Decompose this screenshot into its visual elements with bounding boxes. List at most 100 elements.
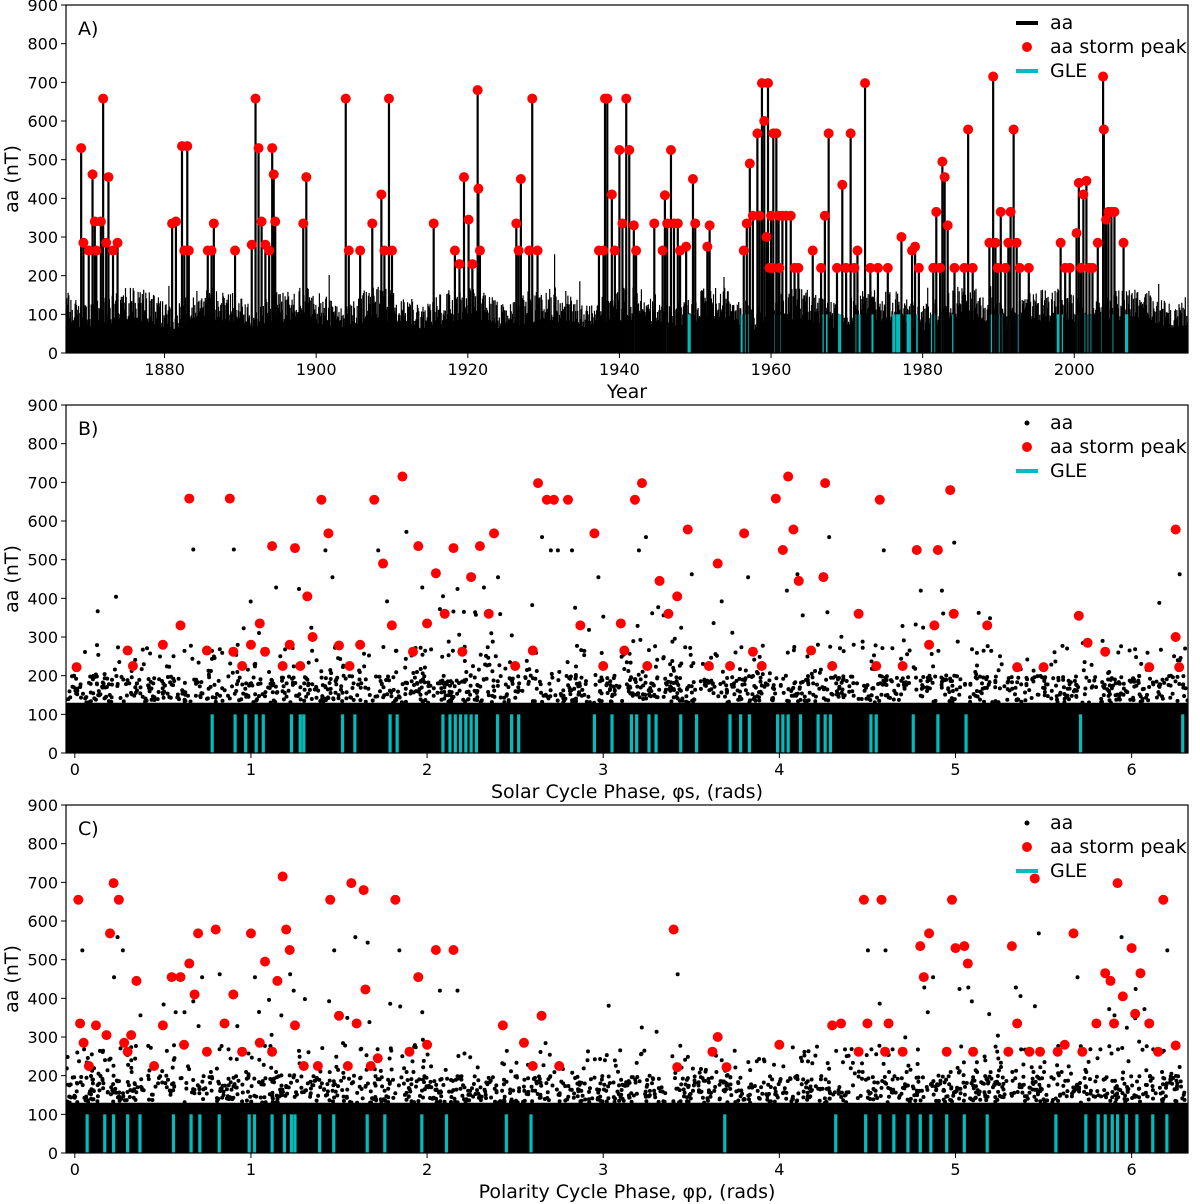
storm-peak-point [513, 245, 524, 256]
storm-peak-point [913, 262, 924, 273]
storm-peak-point [307, 632, 318, 642]
aa-point [827, 535, 832, 540]
storm-peak-point [672, 218, 683, 229]
aa-point [975, 1069, 980, 1074]
storm-peak-point [915, 941, 926, 952]
aa-point [244, 1069, 249, 1074]
storm-peak-point [126, 1030, 137, 1041]
aa-point [931, 664, 936, 669]
aa-point [446, 639, 451, 644]
storm-peak-point [76, 143, 87, 154]
storm-peak-point [774, 262, 785, 273]
aa-point [244, 681, 249, 686]
storm-peak-point [823, 128, 834, 139]
x-tick-label: 0 [70, 1160, 80, 1179]
storm-peak-point [672, 1062, 683, 1073]
storm-peak-point [334, 640, 345, 651]
storm-peak-point [771, 128, 782, 139]
storm-peak-point [793, 575, 804, 586]
storm-peak-point [1109, 206, 1120, 217]
storm-peak-point [967, 262, 978, 273]
aa-point [939, 588, 944, 593]
storm-peak-point [83, 1061, 94, 1071]
storm-peak-point [849, 262, 860, 273]
aa-point [314, 658, 319, 663]
aa-point [319, 1081, 324, 1086]
storm-peak-point [201, 645, 212, 656]
y-tick-label: 600 [27, 912, 58, 931]
aa-point [883, 948, 888, 953]
storm-peak-point [193, 928, 204, 939]
storm-peak-point [87, 169, 98, 180]
y-tick-label: 500 [27, 151, 58, 170]
storm-peak-point [793, 262, 804, 273]
storm-peak-point [942, 220, 953, 231]
aa-point [291, 988, 296, 993]
storm-peak-point [379, 245, 390, 256]
aa-point [341, 1041, 346, 1046]
aa-point [379, 1075, 384, 1080]
storm-peak-point [1076, 262, 1087, 273]
aa-point [843, 1047, 848, 1052]
aa-point [288, 972, 293, 977]
aa-point [367, 1020, 372, 1025]
aa-point [728, 1082, 733, 1087]
storm-peak-point [1100, 968, 1111, 979]
plot-area [66, 71, 1188, 353]
x-axis-label: Solar Cycle Phase, φs, (rads) [491, 781, 763, 803]
storm-peak-point [103, 172, 114, 183]
storm-peak-point [615, 618, 626, 629]
aa-point [473, 610, 478, 615]
storm-peak-point [897, 1046, 908, 1057]
storm-peak-point [1077, 1046, 1088, 1057]
aa-point [1160, 1069, 1165, 1074]
storm-peak-point [1023, 262, 1034, 273]
storm-peak-point [474, 541, 485, 552]
storm-peak-point [413, 972, 424, 983]
storm-peak-point [360, 984, 371, 995]
storm-peak-point [182, 141, 193, 152]
storm-peak-point [383, 93, 394, 104]
storm-peak-point [473, 183, 484, 194]
storm-peak-point [459, 172, 470, 183]
y-tick-label: 600 [27, 112, 58, 131]
aa-point [420, 585, 425, 590]
storm-peak-point [489, 528, 500, 539]
x-tick-label: 1940 [599, 360, 640, 379]
storm-peak-point [254, 618, 265, 629]
storm-peak-point [474, 245, 485, 256]
aa-point [904, 1069, 909, 1074]
storm-peak-point [237, 661, 248, 671]
storm-peak-point [1100, 646, 1111, 657]
storm-peak-point [511, 218, 522, 229]
aa-point [1036, 931, 1041, 936]
storm-peak-point [378, 558, 389, 569]
storm-peak-point [1082, 637, 1093, 648]
x-tick-label: 2000 [1054, 360, 1095, 379]
y-tick-label: 700 [27, 473, 58, 492]
aa-point [200, 975, 205, 980]
storm-peak-point [1170, 524, 1181, 535]
storm-peak-point [355, 639, 366, 650]
aa-point [754, 669, 759, 674]
aa-point [1042, 1069, 1047, 1074]
storm-peak-point [301, 172, 312, 183]
storm-peak-point [83, 245, 94, 256]
storm-peak-point [880, 1046, 891, 1057]
storm-peak-point [277, 871, 288, 882]
storm-peak-point [946, 894, 957, 905]
legend-label: aa [1050, 12, 1073, 34]
aa-point [1181, 682, 1186, 687]
storm-peak-point [472, 85, 483, 96]
x-tick-label: 3 [598, 1160, 608, 1179]
aa-point [411, 1069, 416, 1074]
aa-point [955, 639, 960, 644]
storm-peak-point [119, 1037, 130, 1048]
storm-peak-point [334, 1010, 345, 1021]
panel-label: B) [78, 418, 98, 440]
aa-point [582, 648, 587, 653]
legend-label: GLE [1050, 460, 1087, 482]
storm-peak-point [325, 894, 336, 905]
storm-peak-point [108, 878, 119, 889]
aa-point [341, 665, 346, 670]
